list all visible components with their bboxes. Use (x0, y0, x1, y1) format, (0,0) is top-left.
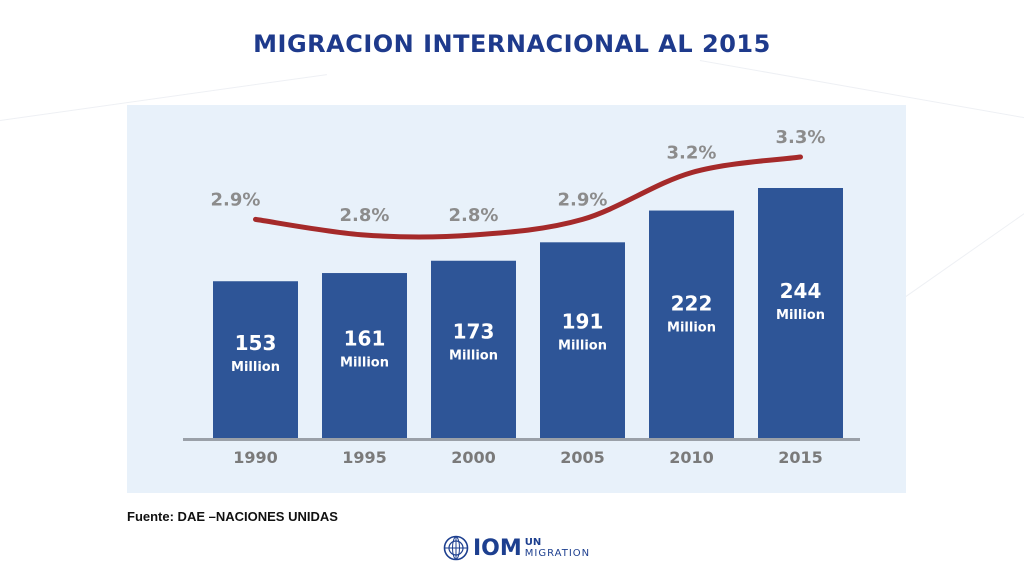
bar-2005 (540, 242, 625, 438)
bar-unit-label: Million (776, 308, 825, 323)
x-tick-label: 2000 (451, 448, 496, 467)
bar-value-label: 161 (344, 327, 386, 351)
x-tick-label: 2015 (778, 448, 823, 467)
logo-subtitle: UN MIGRATION (525, 537, 590, 559)
logo-line1: UN (524, 537, 542, 548)
percentage-label: 3.2% (667, 143, 717, 164)
slide-title: MIGRACION INTERNACIONAL AL 2015 (253, 30, 771, 58)
percentage-label: 2.9% (211, 189, 261, 210)
bar-unit-label: Million (558, 338, 607, 353)
bar-unit-label: Million (667, 321, 716, 336)
bar-2015 (758, 188, 843, 438)
iom-logo: IOM UN MIGRATION (443, 534, 590, 562)
bar-unit-label: Million (449, 349, 498, 364)
percentage-label: 3.3% (776, 127, 826, 148)
bar-value-label: 153 (235, 331, 277, 355)
un-emblem-icon (443, 535, 469, 561)
bar-value-label: 173 (453, 320, 495, 344)
percentage-label: 2.8% (449, 205, 499, 226)
bar-value-label: 244 (780, 279, 822, 303)
chart-panel: 153 Million 1990 161 Million 1995 173 Million 20… (127, 105, 906, 493)
migration-chart: 153 Million 1990 161 Million 1995 173 Million 20… (183, 127, 860, 467)
bar-1995 (322, 273, 407, 438)
bar-2000 (431, 260, 516, 438)
x-tick-label: 2005 (560, 448, 605, 467)
percentage-label: 2.9% (558, 189, 608, 210)
bar-value-label: 222 (671, 292, 713, 316)
bar-1990 (213, 281, 298, 438)
bar-unit-label: Million (340, 356, 389, 371)
x-tick-label: 2010 (669, 448, 714, 467)
bar-unit-label: Million (231, 360, 280, 375)
source-note: Fuente: DAE –NACIONES UNIDAS (127, 509, 338, 524)
logo-line2: MIGRATION (524, 548, 591, 559)
percentage-label: 2.8% (340, 205, 390, 226)
bar-2010 (649, 210, 734, 438)
logo-name: IOM (473, 535, 522, 561)
x-tick-label: 1990 (233, 448, 278, 467)
background-line (900, 185, 1024, 301)
bar-value-label: 191 (562, 309, 604, 333)
percentage-line (253, 154, 803, 240)
x-tick-label: 1995 (342, 448, 387, 467)
